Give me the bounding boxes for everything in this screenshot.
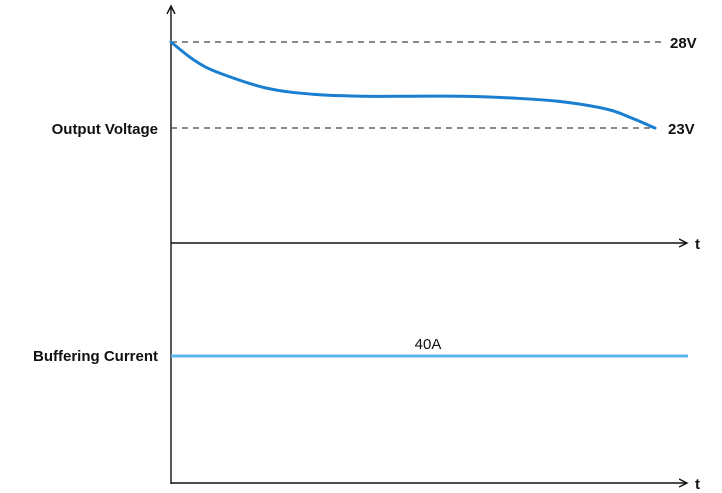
label-23v: 23V	[668, 121, 695, 138]
current-x-label: t	[695, 476, 700, 493]
current-y-label: Buffering Current	[33, 348, 158, 365]
voltage-x-label: t	[695, 236, 700, 253]
voltage-series-line	[169, 40, 657, 130]
current-value-label: 40A	[415, 336, 442, 353]
label-28v: 28V	[670, 35, 697, 52]
voltage-y-label: Output Voltage	[52, 121, 158, 138]
